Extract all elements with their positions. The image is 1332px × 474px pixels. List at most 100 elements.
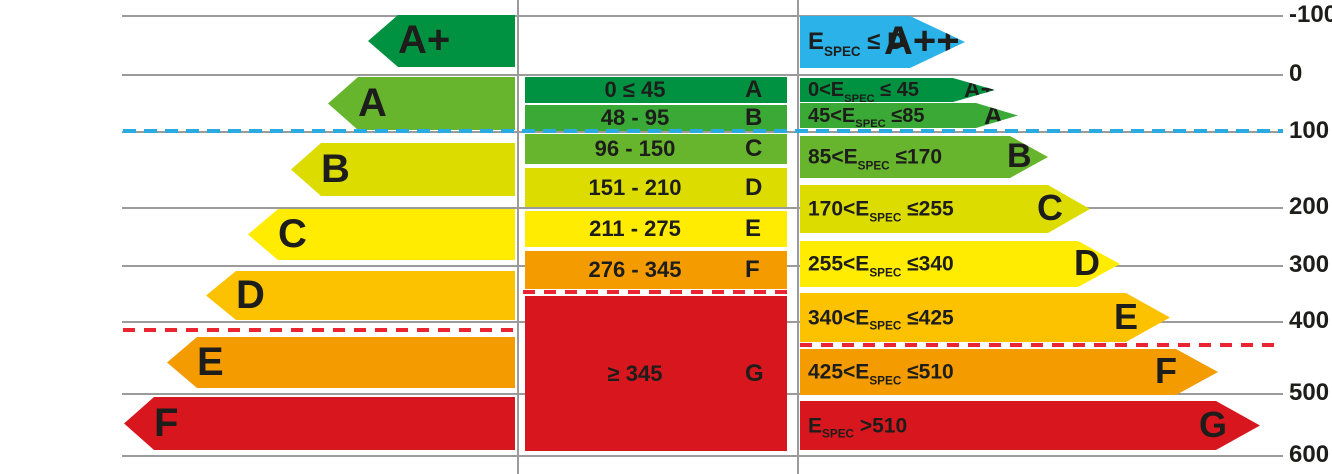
- class-letter: D: [236, 272, 265, 317]
- espec-subscript: SPEC: [844, 92, 875, 105]
- grid-line: [122, 74, 1283, 76]
- class-letter: A+: [964, 75, 995, 102]
- espec-condition: 0<ESPEC ≤ 45: [808, 80, 919, 100]
- espec-condition-post: >510: [854, 414, 908, 437]
- blue-dashed-reference-line: [123, 129, 1283, 133]
- espec-subscript: SPEC: [869, 266, 902, 280]
- range-text: 151 - 210: [588, 174, 682, 200]
- espec-condition-post: ≤425: [901, 306, 954, 329]
- range-text: 48 - 95: [600, 105, 670, 130]
- right-scale-arrow-f: 425<ESPEC ≤510 F: [800, 349, 1218, 395]
- class-letter: C: [1037, 186, 1063, 228]
- grid-line: [122, 207, 1283, 209]
- left-scale-arrow-e: E: [167, 337, 515, 388]
- espec-condition-post: ≤510: [901, 360, 954, 384]
- left-scale-arrow-c: C: [248, 209, 515, 260]
- espec-condition-pre: 170<E: [808, 197, 870, 221]
- class-letter: A: [358, 80, 387, 125]
- range-text: 0 ≤ 45: [604, 77, 666, 102]
- class-letter: F: [1155, 349, 1177, 391]
- class-letter: A++: [884, 18, 960, 63]
- y-axis-tick-label: 100: [1289, 117, 1330, 144]
- grid-line: [122, 15, 1283, 17]
- espec-condition-pre: 255<E: [808, 252, 870, 276]
- espec-condition-post: ≤340: [901, 252, 954, 276]
- right-scale-arrow-c: 170<ESPEC ≤255 C: [800, 185, 1090, 233]
- espec-subscript: SPEC: [869, 374, 902, 388]
- right-scale-arrow-a: 45<ESPEC ≤85 A: [800, 103, 1018, 128]
- left-scale-arrow-d: D: [206, 271, 515, 320]
- red-dashed-reference-line-left: [123, 328, 517, 332]
- panel-divider-line-1: [517, 0, 519, 474]
- red-dashed-reference-line-middle: [523, 290, 793, 294]
- right-scale-arrow-g: ESPEC >510 G: [800, 401, 1260, 450]
- class-letter: C: [745, 135, 763, 162]
- middle-range-row-d: 151 - 210 D: [525, 168, 787, 207]
- espec-condition-pre: 0<E: [808, 79, 845, 101]
- espec-condition-post: ≤85: [885, 104, 925, 127]
- y-axis-tick-label: -100: [1289, 1, 1332, 28]
- class-letter: G: [745, 359, 764, 387]
- class-letter: A: [984, 99, 1003, 130]
- class-letter: B: [321, 146, 350, 191]
- espec-condition: 425<ESPEC ≤510: [808, 362, 954, 383]
- panel-divider-line-2: [797, 0, 799, 474]
- class-letter: C: [278, 211, 307, 256]
- class-letter: A: [745, 76, 763, 103]
- class-letter: B: [745, 104, 763, 131]
- class-letter: A+: [398, 17, 451, 62]
- espec-condition: 170<ESPEC ≤255: [808, 199, 954, 220]
- y-axis-tick-label: 200: [1289, 193, 1330, 220]
- right-scale-arrow-b: 85<ESPEC ≤170 B: [800, 136, 1048, 178]
- espec-condition: 85<ESPEC ≤170: [808, 147, 942, 168]
- middle-range-row-a: 0 ≤ 45 A: [525, 76, 787, 103]
- espec-condition-post: ≤170: [889, 145, 943, 169]
- espec-condition: ESPEC ≤ D: [808, 30, 904, 54]
- class-letter: D: [1074, 241, 1100, 283]
- espec-condition-pre: 85<E: [808, 145, 858, 169]
- middle-range-row-f: 276 - 345 F: [525, 251, 787, 289]
- y-axis-tick-label: 300: [1289, 251, 1330, 278]
- espec-condition-post: ≤ 45: [874, 79, 919, 101]
- middle-range-row-b: 48 - 95 B: [525, 104, 787, 131]
- espec-condition: 45<ESPEC ≤85: [808, 106, 925, 126]
- range-text: 96 - 150: [594, 136, 676, 161]
- espec-subscript: SPEC: [869, 211, 902, 225]
- espec-condition-pre: E: [808, 28, 825, 55]
- right-scale-arrow-app: ESPEC ≤ D A++: [800, 16, 965, 68]
- middle-range-row-e: 211 - 275 E: [525, 211, 787, 247]
- y-axis-tick-label: 400: [1289, 307, 1330, 334]
- class-letter: B: [1007, 136, 1032, 175]
- espec-condition-pre: 425<E: [808, 360, 870, 384]
- class-letter: G: [1199, 403, 1228, 445]
- espec-condition-pre: 340<E: [808, 306, 870, 329]
- y-axis-tick-label: 0: [1289, 60, 1303, 87]
- left-scale-arrow-a+: A+: [368, 15, 515, 67]
- left-scale-arrow-a: A: [328, 77, 515, 130]
- class-letter: D: [745, 173, 763, 201]
- y-axis-tick-label: 600: [1289, 441, 1330, 468]
- class-letter: E: [745, 215, 762, 242]
- y-axis-tick-label: 500: [1289, 379, 1330, 406]
- range-text: 276 - 345: [588, 257, 682, 282]
- espec-subscript: SPEC: [855, 118, 886, 131]
- grid-line: [122, 455, 1283, 457]
- espec-condition: 340<ESPEC ≤425: [808, 307, 954, 328]
- class-letter: F: [154, 400, 179, 445]
- espec-subscript: SPEC: [822, 427, 855, 441]
- espec-condition-post: ≤255: [901, 197, 954, 221]
- class-letter: E: [197, 339, 224, 384]
- left-scale-arrow-f: F: [124, 397, 515, 450]
- espec-condition-pre: E: [808, 414, 823, 437]
- class-letter: F: [745, 256, 760, 283]
- class-letter: E: [1114, 295, 1139, 337]
- espec-condition-post: ≤ D: [860, 28, 905, 55]
- right-scale-arrow-e: 340<ESPEC ≤425 E: [800, 293, 1170, 342]
- right-scale-arrow-ap: 0<ESPEC ≤ 45 A+: [800, 78, 995, 102]
- espec-subscript: SPEC: [857, 159, 890, 173]
- espec-condition: ESPEC >510: [808, 415, 907, 436]
- right-scale-arrow-d: 255<ESPEC ≤340 D: [800, 241, 1120, 287]
- espec-condition: 255<ESPEC ≤340: [808, 254, 954, 275]
- range-text: 211 - 275: [589, 216, 681, 241]
